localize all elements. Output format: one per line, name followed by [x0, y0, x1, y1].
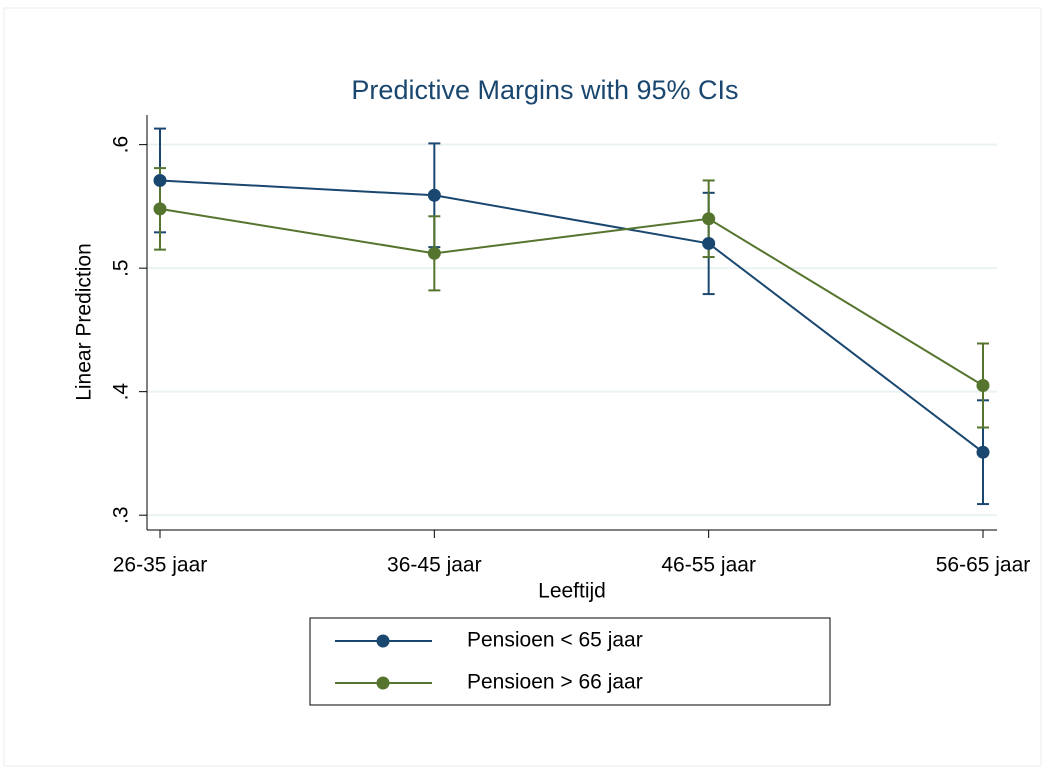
x-tick-label: 36-45 jaar [387, 554, 482, 577]
legend-marker [376, 634, 390, 648]
point [976, 378, 990, 392]
legend [309, 617, 831, 706]
legend-label: Pensioen > 66 jaar [467, 671, 643, 694]
series-line [159, 207, 984, 387]
legend-label: Pensioen < 65 jaar [467, 629, 643, 652]
point [702, 236, 716, 250]
y-tick-label: .6 [110, 136, 133, 154]
y-tick-label: .5 [110, 259, 133, 277]
x-axis-title: Leeftijd [538, 580, 606, 603]
point [702, 212, 716, 226]
x-tick-label: 26-35 jaar [113, 554, 208, 577]
x-tick-label: 56-65 jaar [936, 554, 1031, 577]
point [153, 173, 167, 187]
y-tick-label: .4 [110, 383, 133, 401]
x-tick-label: 46-55 jaar [661, 554, 756, 577]
series-line [159, 179, 984, 453]
chart-title: Predictive Margins with 95% CIs [351, 75, 738, 105]
point [427, 246, 441, 260]
y-tick-label: .3 [110, 506, 133, 524]
point [976, 445, 990, 459]
point [153, 202, 167, 216]
y-axis-title: Linear Prediction [73, 243, 96, 401]
legend-marker [376, 676, 390, 690]
point [427, 188, 441, 202]
